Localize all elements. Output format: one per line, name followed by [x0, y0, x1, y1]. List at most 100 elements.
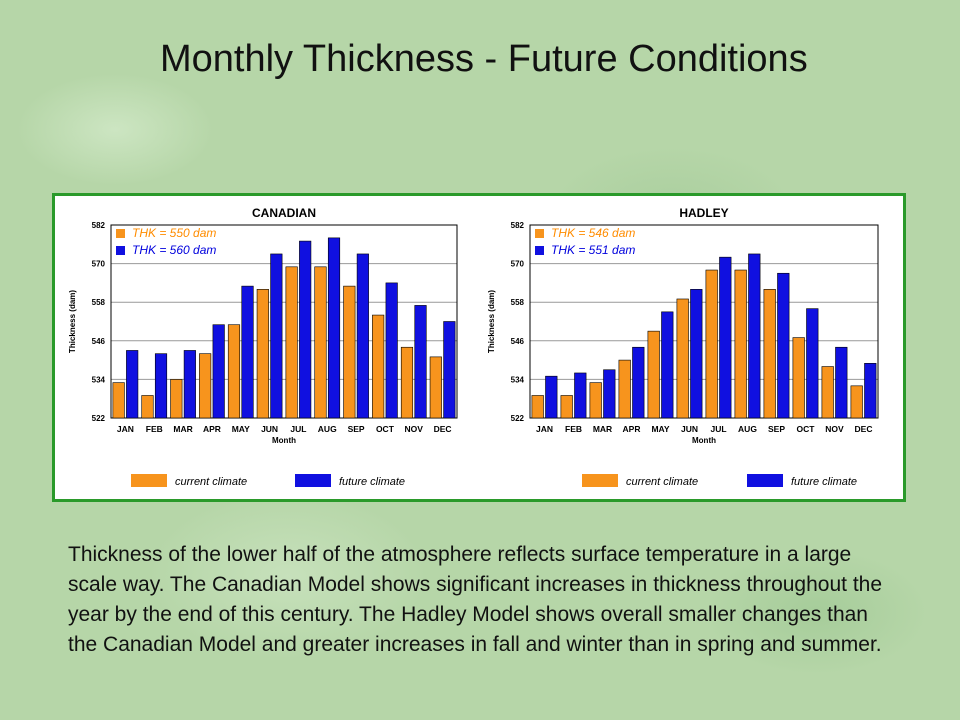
hadley-xtick-label: SEP [768, 424, 785, 434]
hadley-bar-future-sep [777, 272, 790, 419]
hadley-xtick-label: JAN [536, 424, 553, 434]
hadley-legend-swatch-current [582, 474, 618, 487]
hadley-xtick-label: JUL [710, 424, 726, 434]
hadley-bar-current-jul [705, 269, 718, 419]
canadian-bar-current-nov [400, 346, 414, 419]
hadley-xtick-label: DEC [855, 424, 873, 434]
hadley-bar-current-oct [792, 337, 805, 419]
hadley-ytick-label: 582 [511, 221, 525, 230]
canadian-bar-current-may [227, 324, 241, 419]
canadian-legend-swatch-future [295, 474, 331, 487]
canadian-xaxis-label: Month [272, 436, 296, 445]
canadian-bar-future-aug [327, 237, 341, 419]
canadian-ytick-label: 558 [92, 298, 106, 307]
slide-title: Monthly Thickness - Future Conditions [160, 38, 808, 80]
hadley-xtick-label: AUG [738, 424, 757, 434]
canadian-bar-current-feb [141, 395, 154, 419]
canadian-bar-future-feb [154, 353, 168, 419]
canadian-annotation-text: THK = 550 dam [132, 226, 216, 240]
hadley-bar-current-may [647, 330, 660, 419]
hadley-legend-swatch-future [747, 474, 783, 487]
canadian-xtick-label: APR [203, 424, 221, 434]
canadian-legend-swatch-current [131, 474, 167, 487]
canadian-bar-current-jul [285, 266, 298, 419]
hadley-chart-title: HADLEY [679, 206, 728, 220]
canadian-bar-current-aug [314, 266, 327, 419]
hadley-yaxis-label: Thickness (dam) [487, 290, 496, 353]
hadley-bar-current-jun [676, 298, 689, 419]
canadian-bar-future-apr [212, 324, 225, 419]
canadian-bar-future-may [241, 285, 254, 419]
hadley-ytick-label: 534 [511, 375, 525, 384]
hadley-legend-label: current climate [626, 476, 698, 488]
hadley-xtick-label: MAY [651, 424, 669, 434]
hadley-xaxis-label: Month [692, 436, 716, 445]
canadian-bar-current-sep [343, 285, 356, 419]
canadian-bar-current-dec [429, 356, 442, 419]
canadian-plot-border [110, 224, 458, 419]
canadian-xtick-label: SEP [348, 424, 365, 434]
canadian-bar-future-nov [414, 305, 427, 419]
canadian-ytick-label: 522 [92, 414, 106, 423]
hadley-bar-current-aug [734, 269, 747, 419]
canadian-legend-label: current climate [175, 476, 247, 488]
hadley-bar-current-dec [850, 385, 863, 419]
hadley-ytick-label: 558 [511, 298, 525, 307]
hadley-ytick-label: 570 [511, 260, 525, 269]
hadley-bar-future-nov [835, 346, 848, 419]
hadley-ytick-label: 522 [511, 414, 525, 423]
canadian-bar-current-jan [112, 382, 125, 419]
hadley-xtick-label: OCT [797, 424, 816, 434]
hadley-xtick-label: JUN [681, 424, 698, 434]
canadian-bar-current-apr [199, 353, 212, 419]
hadley-xtick-label: NOV [825, 424, 844, 434]
canadian-xtick-label: NOV [405, 424, 424, 434]
canadian-annotation-swatch [116, 229, 125, 238]
canadian-xtick-label: JUL [290, 424, 306, 434]
canadian-bar-future-mar [183, 350, 196, 419]
canadian-bar-future-jun [270, 253, 283, 419]
canadian-chart-title: CANADIAN [252, 206, 316, 220]
hadley-bar-future-mar [603, 369, 616, 419]
canadian-xtick-label: DEC [434, 424, 452, 434]
canadian-bar-future-jan [126, 350, 139, 419]
hadley-bar-current-apr [618, 359, 631, 419]
hadley-bar-future-jul [719, 256, 732, 419]
hadley-plot-border [529, 224, 879, 419]
canadian-bar-future-sep [356, 253, 369, 419]
canadian-xtick-label: MAY [232, 424, 250, 434]
canadian-yaxis-label: Thickness (dam) [68, 290, 77, 353]
canadian-xtick-label: MAR [173, 424, 192, 434]
hadley-bar-current-sep [763, 289, 776, 419]
hadley-bar-future-oct [806, 308, 819, 419]
canadian-ytick-label: 582 [92, 221, 106, 230]
canadian-bar-current-mar [170, 379, 183, 419]
hadley-bar-future-jan [545, 375, 558, 419]
canadian-bar-future-dec [443, 321, 456, 419]
hadley-xtick-label: APR [623, 424, 641, 434]
slide-body-text: Thickness of the lower half of the atmos… [68, 543, 883, 656]
hadley-bar-future-dec [864, 363, 877, 419]
canadian-legend-label: future climate [339, 476, 405, 488]
canadian-ytick-label: 534 [92, 375, 106, 384]
hadley-bar-future-may [661, 311, 674, 419]
hadley-bar-current-nov [821, 366, 834, 419]
hadley-xtick-label: FEB [565, 424, 582, 434]
canadian-ytick-label: 546 [92, 337, 106, 346]
chart-frame: CANADIAN 522 534 546 558 570 582 JAN FEB MAR APR MA… [52, 193, 906, 502]
canadian-xtick-label: JUN [261, 424, 278, 434]
hadley-bar-current-mar [589, 382, 602, 419]
canadian-bar-current-jun [256, 289, 269, 419]
charts-canvas: CANADIAN 522 534 546 558 570 582 JAN FEB MAR APR MA… [68, 206, 879, 488]
hadley-bar-future-jun [690, 289, 703, 419]
hadley-bar-future-aug [748, 253, 761, 419]
hadley-xtick-label: MAR [593, 424, 612, 434]
hadley-annotation-text: THK = 546 dam [551, 226, 635, 240]
hadley-annotation-swatch [535, 246, 544, 255]
hadley-ytick-label: 546 [511, 337, 525, 346]
hadley-bar-future-feb [574, 372, 587, 419]
hadley-annotation-text: THK = 551 dam [551, 243, 635, 257]
hadley-bar-future-apr [632, 346, 645, 419]
canadian-annotation-swatch [116, 246, 125, 255]
hadley-legend-label: future climate [791, 476, 857, 488]
